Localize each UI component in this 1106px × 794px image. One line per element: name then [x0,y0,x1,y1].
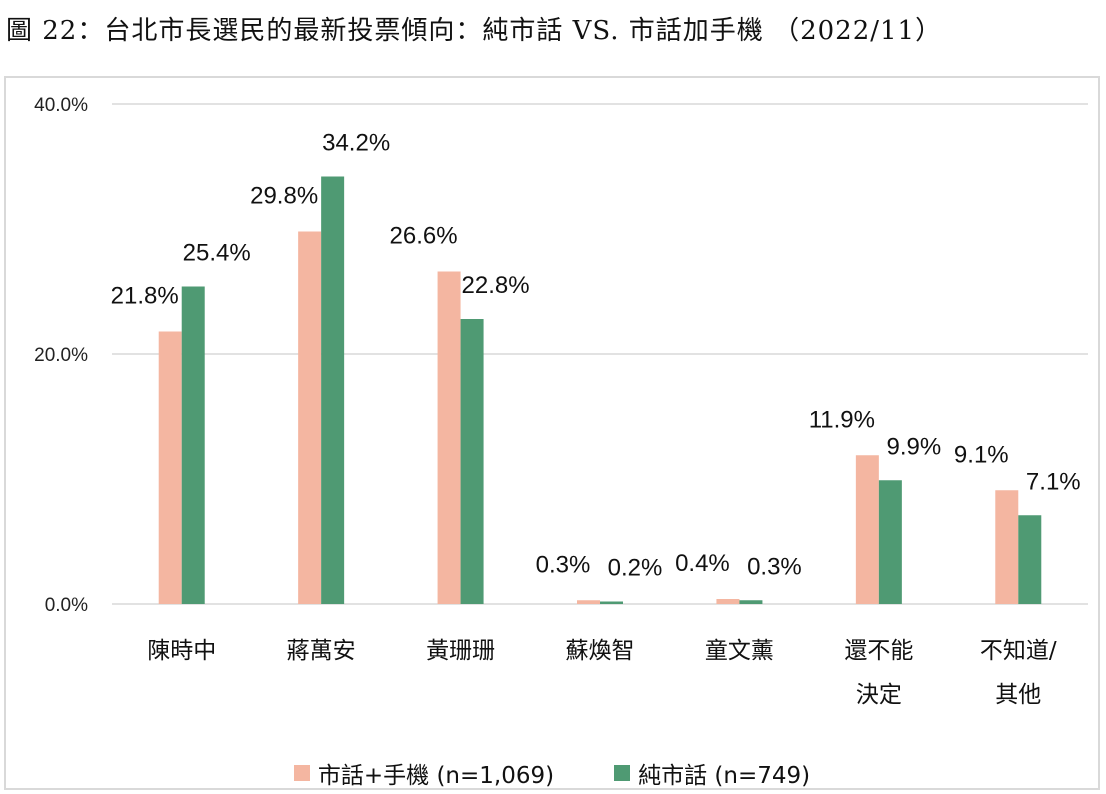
data-label: 11.9% [809,406,875,433]
legend-label-landline: 純市話 (n=749) [638,763,811,789]
bar-mobile-landline [298,231,322,604]
bar-mobile-landline [995,490,1019,604]
data-label: 0.3% [536,551,591,578]
legend-item-mobile-landline: 市話+手機 (n=1,069) [293,756,555,790]
figure-title: 圖 22：台北市長選民的最新投票傾向：純市話 VS. 市話加手機 （2022/1… [6,16,943,46]
bar-landline [600,601,623,604]
x-tick-label: 其他 [995,682,1041,708]
bar-mobile-landline [437,271,461,604]
data-label: 29.8% [250,183,318,210]
data-label: 9.9% [887,433,942,460]
legend-label-mobile-landline: 市話+手機 (n=1,069) [317,763,555,789]
bar-landline [321,176,345,604]
x-tick-label: 陳時中 [147,638,216,664]
data-label: 22.8% [462,272,530,299]
bar-landline [460,319,484,604]
chart-legend: 市話+手機 (n=1,069) 純市話 (n=749) [6,756,1098,790]
y-tick-label: 20.0% [34,345,88,366]
bar-mobile-landline [577,600,600,604]
data-label: 0.2% [608,555,663,582]
x-tick-label: 蔣萬安 [287,638,356,664]
data-label: 21.8% [111,283,179,310]
bar-chart: 0.0% 20.0% 40.0% 21.8%25.4% 陳時中 29.8%34.2% 蔣萬安… [34,95,1088,708]
bar-mobile-landline [158,331,182,604]
data-label: 26.6% [390,223,458,250]
bar-landline [181,286,205,604]
legend-item-landline: 純市話 (n=749) [614,756,810,790]
bar-landline [1018,515,1042,604]
legend-swatch-mobile-landline [293,765,310,781]
data-label: 0.4% [675,550,730,577]
chart-area: 0.0% 20.0% 40.0% 21.8% 25.4% 陳時中 29.8% 34.2% 蔣萬安… [4,76,1100,790]
x-tick-label: 黃珊珊 [426,638,495,664]
x-tick-label: 童文薰 [705,638,774,664]
data-label: 7.1% [1026,468,1081,495]
data-label: 9.1% [954,441,1009,468]
bar-landline [878,480,902,604]
data-label: 0.3% [747,553,802,580]
x-tick-label: 還不能 [844,638,913,664]
x-tick-label: 決定 [856,682,902,708]
bar-landline [739,600,763,604]
data-label: 25.4% [183,240,251,267]
data-label: 34.2% [322,130,390,157]
x-tick-label: 不知道/ [980,638,1057,664]
x-tick-label: 蘇煥智 [566,638,635,664]
bar-mobile-landline [855,455,879,604]
y-tick-label: 0.0% [45,595,88,616]
bar-mobile-landline [716,599,740,604]
y-tick-label: 40.0% [34,95,88,116]
legend-swatch-landline [614,765,631,781]
